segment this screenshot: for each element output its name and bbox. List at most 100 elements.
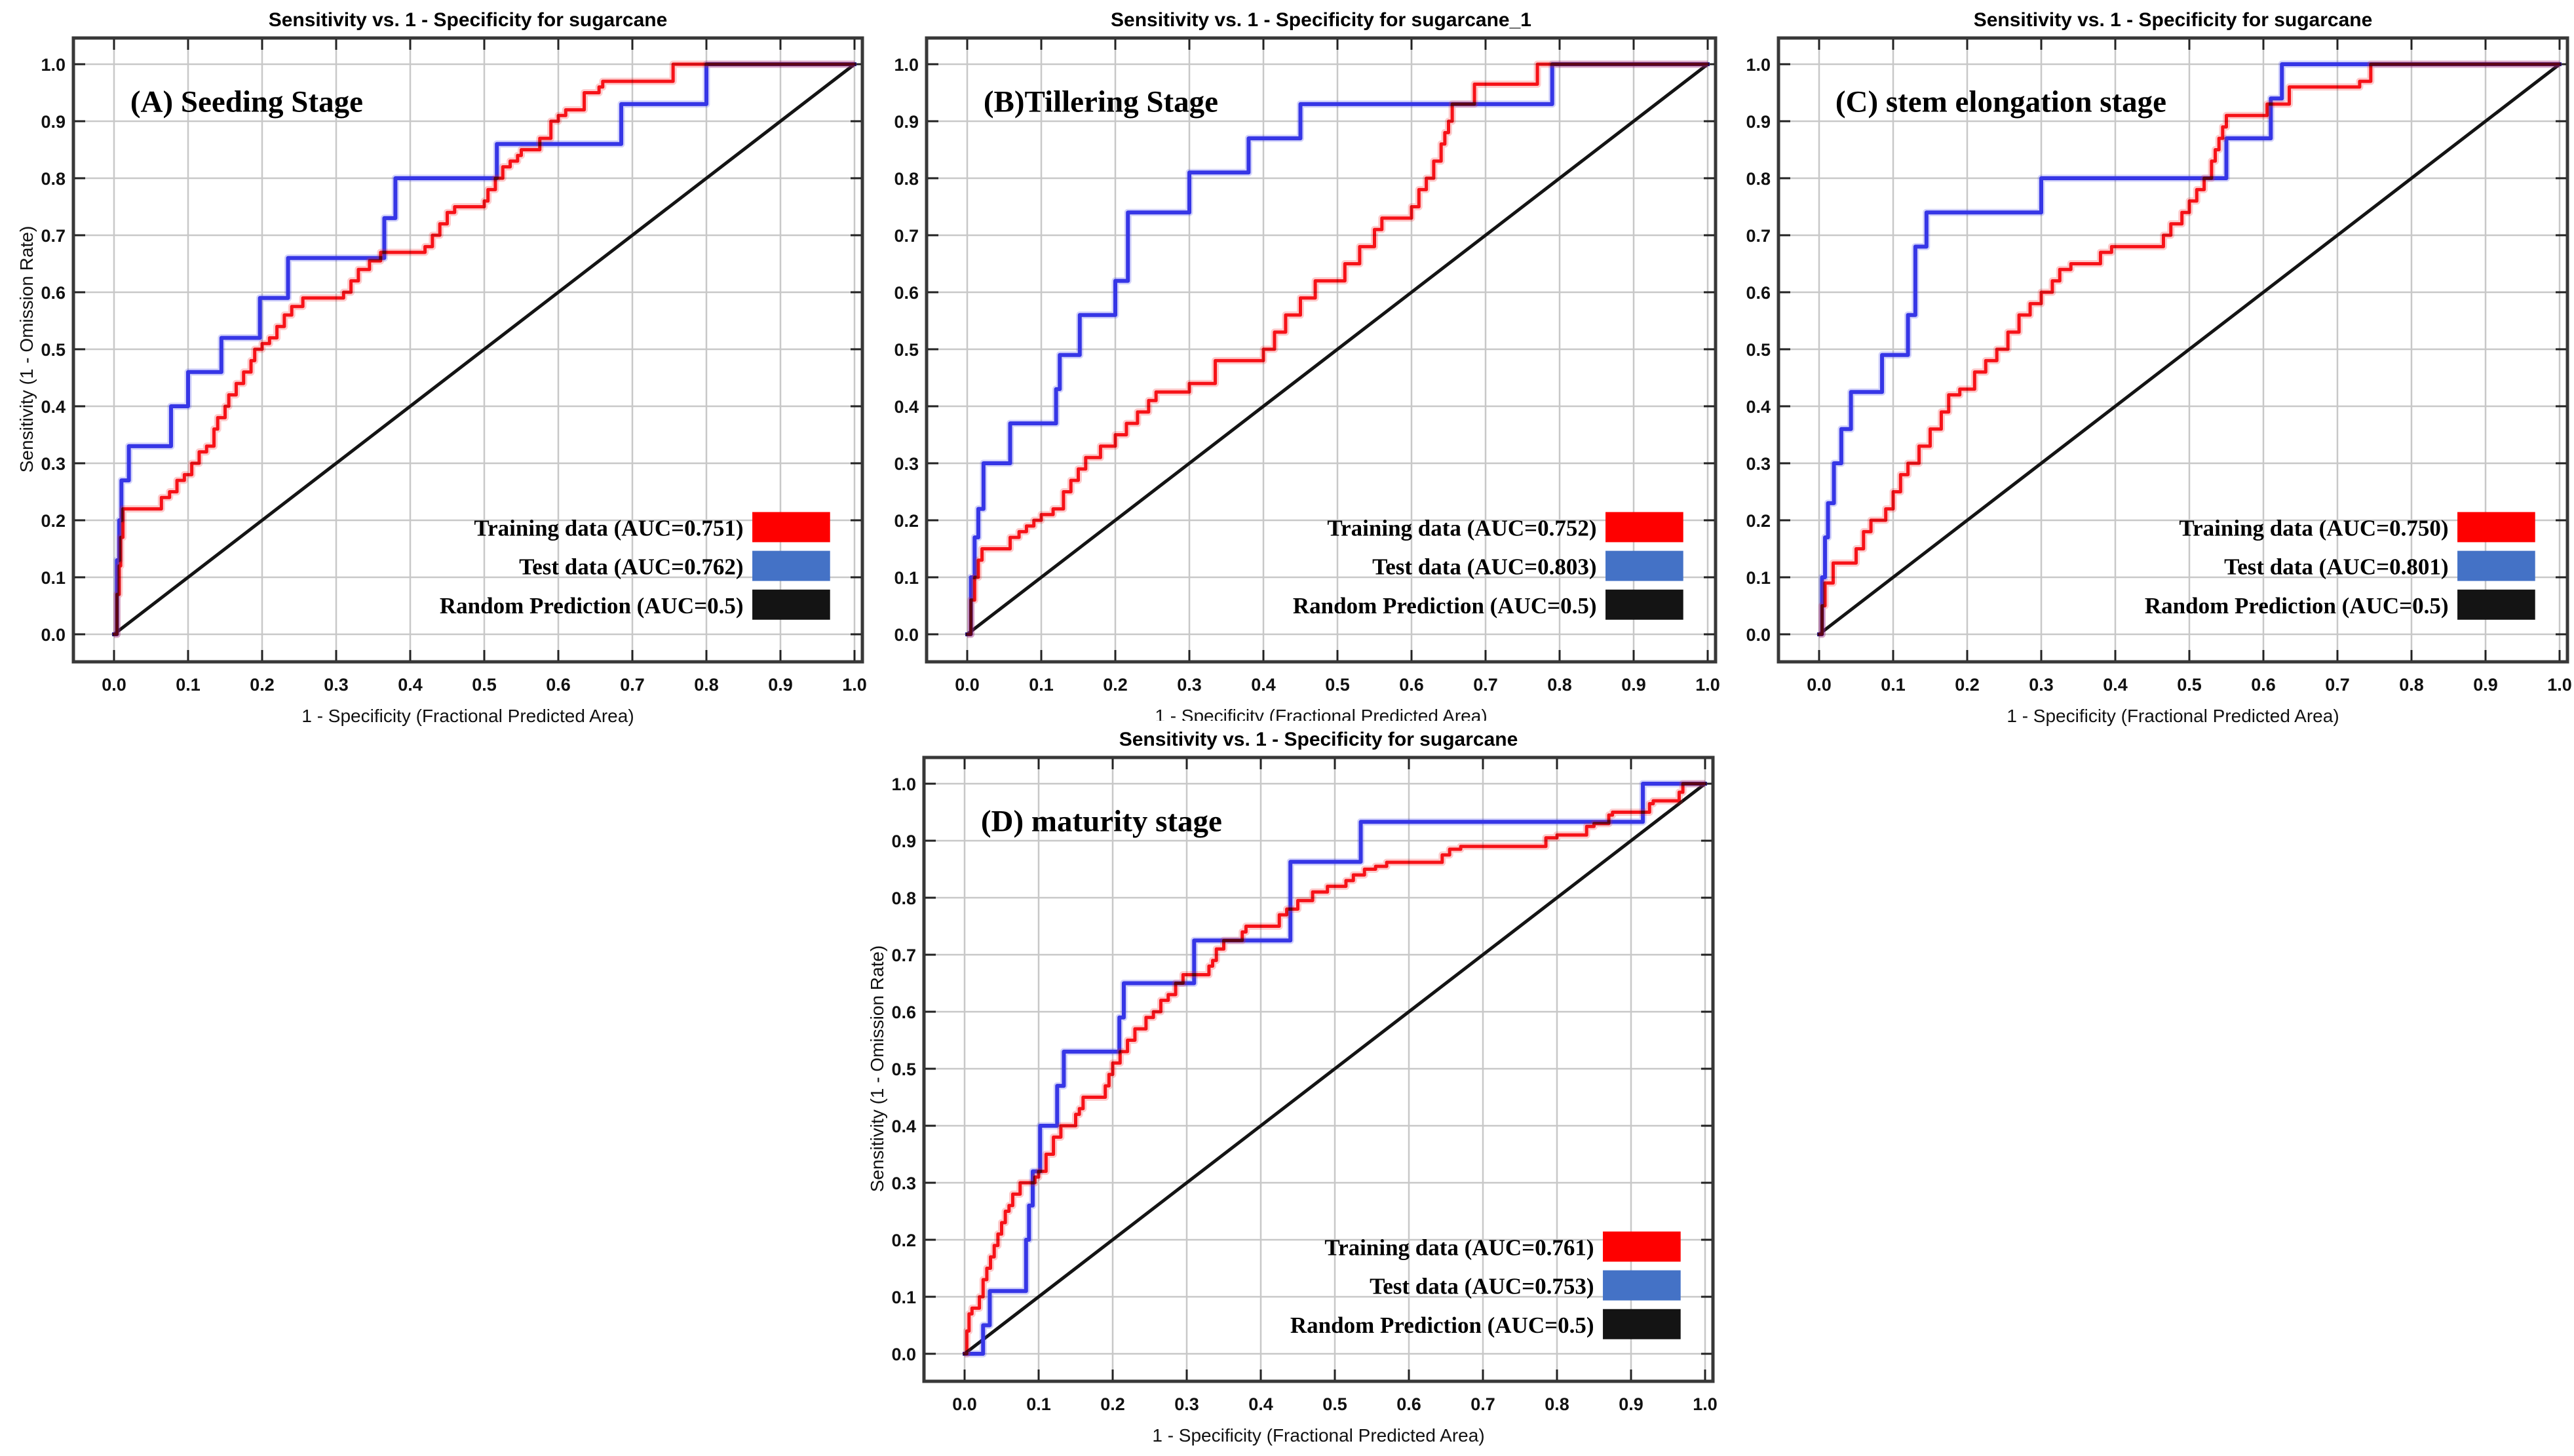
legend-label-random: Random Prediction (AUC=0.5): [1293, 593, 1597, 619]
grid-lines: [927, 38, 1716, 662]
legend-label-test: Test data (AUC=0.762): [519, 554, 743, 580]
y-tick-label: 0.5: [41, 340, 66, 360]
panel-background: [866, 721, 1718, 1453]
x-tick-label: 1.0: [842, 675, 867, 695]
x-tick-label: 1.0: [1693, 1394, 1718, 1414]
x-tick-label: 0.2: [1100, 1394, 1125, 1414]
legend: Training data (AUC=0.750) Test data (AUC=…: [2145, 512, 2535, 620]
legend: Training data (AUC=0.752) Test data (AUC=…: [1293, 512, 1683, 620]
y-tick-label: 0.4: [891, 1117, 916, 1136]
y-tick-label: 0.3: [891, 1174, 916, 1193]
x-tick-label: 0.0: [955, 675, 980, 695]
legend-label-random: Random Prediction (AUC=0.5): [1290, 1312, 1594, 1338]
y-tick-label: 0.2: [1746, 511, 1771, 531]
y-tick-label: 0.2: [894, 511, 919, 531]
y-tick-label: 0.1: [1746, 568, 1771, 588]
legend-swatch-random: [1605, 589, 1683, 620]
y-tick-label: 1.0: [1746, 55, 1771, 75]
y-tick-label: 0.8: [41, 169, 66, 189]
legend-swatch-test: [1605, 550, 1683, 581]
roc-chart-A: Sensitivity vs. 1 - Specificity for suga…: [16, 1, 868, 734]
y-tick-label: 0.4: [894, 397, 919, 417]
x-tick-label: 0.7: [620, 675, 645, 695]
roc-chart-D: Sensitivity vs. 1 - Specificity for suga…: [866, 721, 1718, 1453]
test-curve: [1817, 62, 2562, 636]
test-curve: [112, 62, 856, 636]
legend-swatch-training: [2457, 512, 2535, 543]
plot-border: [922, 756, 1715, 1383]
panel-background: [869, 1, 1721, 734]
chart-title: Sensitivity vs. 1 - Specificity for suga…: [269, 9, 668, 31]
test-curve: [963, 782, 1707, 1356]
y-tick-label: 0.5: [1746, 340, 1771, 360]
y-tick-label: 0.6: [1746, 283, 1771, 303]
legend-label-test: Test data (AUC=0.753): [1370, 1274, 1594, 1299]
legend-swatch-test: [752, 550, 830, 581]
chart-title: Sensitivity vs. 1 - Specificity for suga…: [1119, 729, 1518, 750]
x-tick-label: 0.7: [1470, 1394, 1495, 1414]
x-tick-label: 0.5: [1325, 675, 1350, 695]
legend-label-training: Training data (AUC=0.750): [2179, 515, 2448, 541]
random-curve: [111, 62, 857, 637]
panel-background: [1721, 1, 2573, 734]
y-tick-label: 0.3: [894, 454, 919, 474]
x-tick-label: 0.9: [2473, 675, 2498, 695]
x-tick-label: 0.3: [1174, 1394, 1199, 1414]
x-tick-label: 0.5: [472, 675, 497, 695]
random-curve: [962, 781, 1708, 1356]
x-tick-label: 0.0: [1807, 675, 1832, 695]
x-tick-label: 0.8: [2399, 675, 2424, 695]
random-curve: [1816, 62, 2562, 637]
y-tick-label: 0.1: [894, 568, 919, 588]
x-tick-label: 0.8: [1545, 1394, 1569, 1414]
y-tick-label: 0.8: [891, 889, 916, 908]
x-tick-label: 1.0: [1695, 675, 1720, 695]
x-tick-label: 0.9: [1619, 1394, 1643, 1414]
y-tick-label: 0.8: [894, 169, 919, 189]
x-tick-label: 0.3: [324, 675, 349, 695]
x-tick-label: 0.4: [1248, 1394, 1273, 1414]
legend-swatch-training: [752, 512, 830, 543]
y-tick-label: 0.9: [894, 112, 919, 132]
y-tick-label: 0.4: [1746, 397, 1771, 417]
y-tick-label: 0.5: [894, 340, 919, 360]
y-tick-label: 0.2: [891, 1231, 916, 1250]
roc-chart-B: Sensitivity vs. 1 - Specificity for suga…: [869, 1, 1721, 734]
plot-border: [925, 36, 1718, 664]
y-tick-label: 0.0: [894, 625, 919, 645]
x-tick-label: 0.7: [1473, 675, 1498, 695]
chart-title: Sensitivity vs. 1 - Specificity for suga…: [1111, 9, 1531, 31]
x-tick-label: 0.6: [2251, 675, 2276, 695]
y-tick-label: 0.6: [41, 283, 66, 303]
legend-swatch-random: [752, 589, 830, 620]
x-tick-label: 0.6: [1399, 675, 1424, 695]
legend-swatch-random: [1603, 1309, 1681, 1339]
x-axis-label: 1 - Specificity (Fractional Predicted Ar…: [301, 706, 634, 726]
y-tick-label: 0.3: [41, 454, 66, 474]
y-tick-label: 0.7: [891, 946, 916, 965]
x-tick-label: 0.7: [2325, 675, 2350, 695]
roc-chart-C: Sensitivity vs. 1 - Specificity for suga…: [1721, 1, 2573, 734]
legend: Training data (AUC=0.761) Test data (AUC=…: [1290, 1231, 1681, 1339]
x-tick-label: 0.1: [1881, 675, 1906, 695]
x-tick-label: 0.5: [2177, 675, 2202, 695]
y-tick-label: 1.0: [891, 775, 916, 794]
y-tick-label: 1.0: [894, 55, 919, 75]
stage-annotation: (B)Tillering Stage: [984, 85, 1218, 119]
y-tick-label: 0.9: [41, 112, 66, 132]
x-tick-label: 0.4: [1251, 675, 1276, 695]
x-tick-label: 0.9: [768, 675, 793, 695]
y-tick-label: 1.0: [41, 55, 66, 75]
x-tick-label: 0.2: [250, 675, 275, 695]
y-axis-label: Sensitivity (1 - Omission Rate): [867, 946, 887, 1193]
y-tick-label: 0.7: [1746, 226, 1771, 246]
plot-border: [71, 36, 864, 664]
stage-annotation: (A) Seeding Stage: [130, 85, 363, 119]
x-tick-label: 0.4: [2103, 675, 2128, 695]
y-tick-label: 0.3: [1746, 454, 1771, 474]
test-curve: [965, 62, 1710, 636]
x-tick-label: 0.1: [176, 675, 201, 695]
x-tick-label: 0.2: [1103, 675, 1128, 695]
y-tick-label: 0.0: [891, 1345, 916, 1364]
